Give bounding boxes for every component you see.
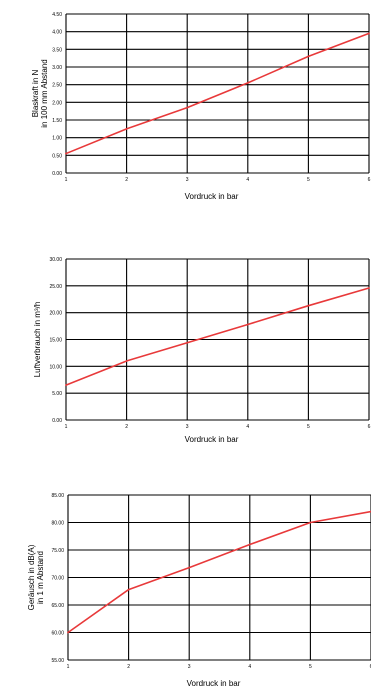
- x-tick-label: 5: [309, 664, 312, 670]
- series-line: [67, 510, 371, 634]
- data-point: [368, 287, 370, 289]
- x-tick-label: 4: [246, 424, 249, 430]
- y-tick-label: 30.00: [49, 257, 62, 263]
- data-point: [67, 631, 69, 634]
- data-point: [125, 360, 128, 362]
- data-point: [186, 341, 189, 344]
- x-tick-label: 3: [186, 177, 189, 183]
- chart-luftverbrauch: 0.00 5.00 10.00 15.00 20.00 25.00 30.00 1 2 3 4 5 6 V…: [33, 257, 371, 444]
- y-tick-label: 3.00: [52, 65, 62, 71]
- y-tick-label: 4.00: [52, 30, 62, 36]
- chart-geraeusch: 55.00 60.00 65.00 70.00 75.00 80.00 85.00 1 2 3 4 5…: [27, 493, 371, 688]
- data-point: [248, 543, 251, 546]
- data-point: [186, 106, 189, 109]
- series-line: [65, 287, 370, 386]
- y-tick-label: 0.00: [52, 171, 62, 177]
- data-point: [309, 521, 312, 524]
- x-tick-label: 1: [67, 664, 70, 670]
- y-tick-label: 55.00: [51, 658, 64, 664]
- data-point: [65, 152, 67, 155]
- y-tick-label: 0.50: [52, 153, 62, 159]
- x-tick-label: 2: [125, 177, 128, 183]
- y-axis-label: Geräusch in dB(A): [27, 544, 36, 610]
- data-point: [125, 127, 128, 130]
- x-tick-label: 5: [307, 424, 310, 430]
- x-tick-label: 6: [368, 177, 371, 183]
- y-axis-label: Blaskraft in N: [31, 69, 40, 117]
- x-tick-label: 5: [307, 177, 310, 183]
- x-axis-label: Vordruck in bar: [185, 192, 239, 201]
- x-axis-label: Vordruck in bar: [187, 679, 241, 688]
- chart-blaskraft: 0.00 0.50 1.00 1.50 2.00 2.50 3.00 3.50 4.00 4.50…: [31, 12, 371, 201]
- y-tick-label: 15.00: [49, 338, 62, 344]
- x-tick-label: 2: [127, 664, 130, 670]
- y-axis-label: Luftverbrauch in m³/h: [33, 302, 42, 378]
- y-tick-label: 1.50: [52, 118, 62, 124]
- x-tick-label: 1: [65, 177, 68, 183]
- x-tick-label: 6: [368, 424, 371, 430]
- x-tick-label: 3: [188, 664, 191, 670]
- y-tick-label: 1.00: [52, 136, 62, 142]
- y-tick-label: 4.50: [52, 12, 62, 18]
- x-tick-label: 3: [186, 424, 189, 430]
- x-tick-label: 4: [246, 177, 249, 183]
- y-tick-label: 60.00: [51, 631, 64, 637]
- y-axis-label: in 1 m Abstand: [36, 551, 45, 604]
- data-point: [307, 55, 310, 58]
- data-point: [368, 32, 370, 35]
- y-tick-label: 75.00: [51, 548, 64, 554]
- y-axis-label: in 100 mm Abstand: [40, 59, 49, 127]
- y-tick-label: 2.50: [52, 83, 62, 89]
- y-tick-label: 70.00: [51, 576, 64, 582]
- data-point: [65, 384, 67, 387]
- data-point: [188, 566, 191, 569]
- y-tick-label: 5.00: [52, 391, 62, 397]
- y-tick-label: 0.00: [52, 418, 62, 424]
- x-axis-label: Vordruck in bar: [185, 435, 239, 444]
- y-tick-label: 25.00: [49, 284, 62, 290]
- data-point: [307, 304, 310, 307]
- x-tick-label: 6: [370, 664, 371, 670]
- y-tick-label: 20.00: [49, 311, 62, 317]
- data-point: [127, 588, 130, 591]
- y-tick-label: 65.00: [51, 603, 64, 609]
- data-point: [246, 82, 249, 84]
- y-tick-label: 85.00: [51, 493, 64, 499]
- x-tick-label: 1: [65, 424, 68, 430]
- y-tick-label: 2.00: [52, 100, 62, 106]
- y-tick-label: 3.50: [52, 47, 62, 53]
- y-tick-label: 80.00: [51, 521, 64, 527]
- x-tick-label: 4: [248, 664, 251, 670]
- x-tick-label: 2: [125, 424, 128, 430]
- series-line: [65, 32, 370, 155]
- y-tick-label: 10.00: [49, 364, 62, 370]
- data-point: [246, 323, 249, 326]
